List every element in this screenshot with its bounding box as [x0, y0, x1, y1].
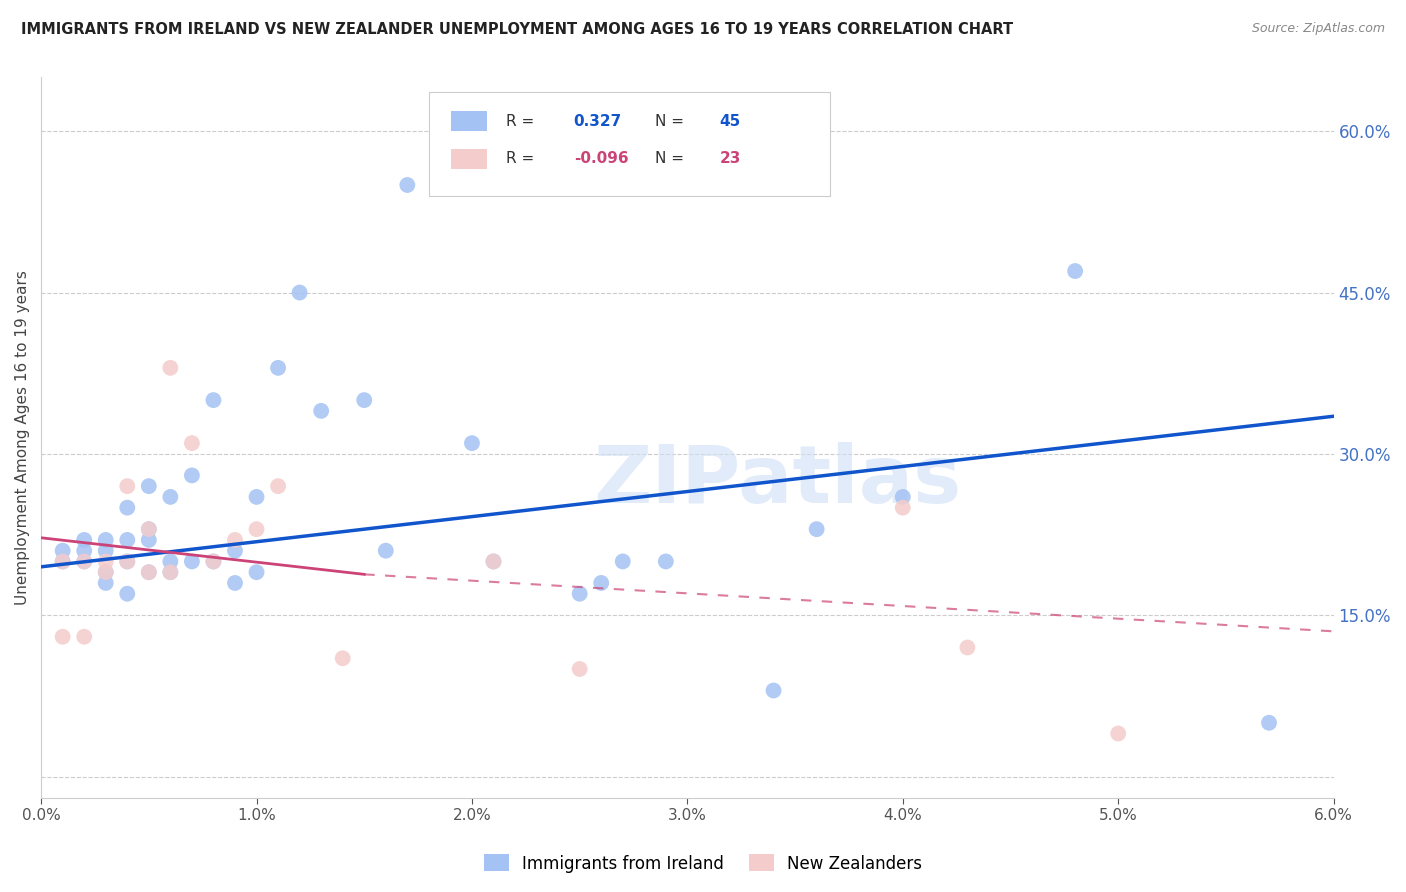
Text: Source: ZipAtlas.com: Source: ZipAtlas.com	[1251, 22, 1385, 36]
Point	[180, 468, 202, 483]
Point	[117, 554, 139, 568]
Point	[568, 587, 591, 601]
Point	[180, 554, 202, 568]
Point	[245, 565, 267, 579]
Point	[1258, 715, 1281, 730]
Point	[52, 630, 75, 644]
Point	[94, 554, 117, 568]
Point	[267, 360, 290, 375]
Point	[73, 554, 96, 568]
Point	[762, 683, 785, 698]
Point	[612, 554, 634, 568]
Point	[353, 393, 375, 408]
Point	[117, 554, 139, 568]
FancyBboxPatch shape	[429, 92, 830, 196]
Point	[482, 554, 505, 568]
Point	[117, 533, 139, 547]
Point	[332, 651, 354, 665]
FancyBboxPatch shape	[451, 112, 486, 131]
Point	[159, 565, 181, 579]
Point	[224, 576, 246, 591]
Point	[568, 662, 591, 676]
Point	[591, 576, 613, 591]
Point	[245, 522, 267, 536]
Text: N =: N =	[655, 114, 689, 129]
Point	[73, 533, 96, 547]
Point	[159, 554, 181, 568]
Text: R =: R =	[506, 114, 540, 129]
Point	[159, 565, 181, 579]
Point	[245, 490, 267, 504]
Point	[482, 554, 505, 568]
Point	[288, 285, 311, 300]
Text: ZIPatlas: ZIPatlas	[593, 442, 962, 520]
Point	[117, 587, 139, 601]
Point	[202, 554, 225, 568]
Point	[309, 404, 332, 418]
Text: IMMIGRANTS FROM IRELAND VS NEW ZEALANDER UNEMPLOYMENT AMONG AGES 16 TO 19 YEARS : IMMIGRANTS FROM IRELAND VS NEW ZEALANDER…	[21, 22, 1014, 37]
Point	[159, 360, 181, 375]
Point	[138, 479, 160, 493]
Point	[117, 500, 139, 515]
Point	[956, 640, 979, 655]
Point	[267, 479, 290, 493]
Point	[73, 543, 96, 558]
Point	[891, 490, 914, 504]
Point	[52, 554, 75, 568]
Point	[94, 576, 117, 591]
Text: -0.096: -0.096	[574, 152, 628, 167]
Point	[94, 533, 117, 547]
Text: 45: 45	[720, 114, 741, 129]
FancyBboxPatch shape	[451, 149, 486, 169]
Point	[138, 522, 160, 536]
Point	[374, 543, 396, 558]
Point	[73, 554, 96, 568]
Point	[1064, 264, 1087, 278]
Point	[138, 533, 160, 547]
Point	[224, 533, 246, 547]
Point	[138, 522, 160, 536]
Point	[94, 565, 117, 579]
Point	[806, 522, 828, 536]
Point	[224, 543, 246, 558]
Point	[461, 436, 484, 450]
Point	[891, 500, 914, 515]
Point	[94, 565, 117, 579]
Text: R =: R =	[506, 152, 540, 167]
Point	[138, 565, 160, 579]
Text: N =: N =	[655, 152, 689, 167]
Point	[117, 479, 139, 493]
Text: 23: 23	[720, 152, 741, 167]
Point	[202, 393, 225, 408]
Point	[138, 565, 160, 579]
Legend: Immigrants from Ireland, New Zealanders: Immigrants from Ireland, New Zealanders	[477, 847, 929, 880]
Point	[180, 436, 202, 450]
Point	[73, 630, 96, 644]
Point	[1107, 726, 1129, 740]
Point	[396, 178, 419, 192]
Y-axis label: Unemployment Among Ages 16 to 19 years: Unemployment Among Ages 16 to 19 years	[15, 270, 30, 605]
Point	[52, 554, 75, 568]
Point	[655, 554, 678, 568]
Text: 0.327: 0.327	[574, 114, 621, 129]
Point	[52, 543, 75, 558]
Point	[202, 554, 225, 568]
Point	[159, 490, 181, 504]
Point	[94, 543, 117, 558]
